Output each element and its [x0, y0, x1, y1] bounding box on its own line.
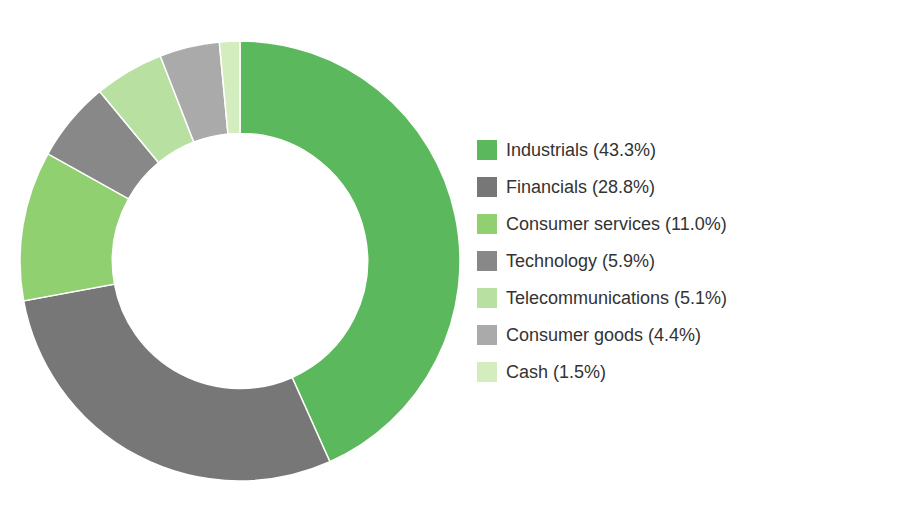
legend-label: Consumer services (11.0%)	[506, 214, 727, 234]
legend-label: Consumer goods (4.4%)	[506, 325, 701, 345]
legend-swatch	[477, 214, 497, 234]
donut	[20, 41, 460, 481]
legend-item: Consumer services (11.0%)	[477, 214, 727, 234]
slice	[24, 284, 330, 481]
legend-swatch	[477, 362, 497, 382]
legend: Industrials (43.3%) Financials (28.8%) Con…	[477, 140, 727, 382]
legend-label: Technology (5.9%)	[506, 251, 655, 271]
legend-label: Industrials (43.3%)	[506, 140, 656, 160]
slice	[219, 41, 240, 134]
legend-swatch	[477, 177, 497, 197]
legend-item: Cash (1.5%)	[477, 362, 606, 382]
legend-swatch	[477, 288, 497, 308]
legend-item: Industrials (43.3%)	[477, 140, 656, 160]
legend-item: Consumer goods (4.4%)	[477, 325, 701, 345]
legend-label: Telecommunications (5.1%)	[506, 288, 727, 308]
slice	[160, 42, 228, 142]
legend-swatch	[477, 140, 497, 160]
legend-item: Technology (5.9%)	[477, 251, 655, 271]
legend-swatch	[477, 325, 497, 345]
legend-swatch	[477, 251, 497, 271]
legend-item: Telecommunications (5.1%)	[477, 288, 727, 308]
legend-label: Cash (1.5%)	[506, 362, 606, 382]
legend-label: Financials (28.8%)	[506, 177, 655, 197]
chart: Industrials (43.3%) Financials (28.8%) Con…	[0, 0, 900, 522]
legend-item: Financials (28.8%)	[477, 177, 655, 197]
